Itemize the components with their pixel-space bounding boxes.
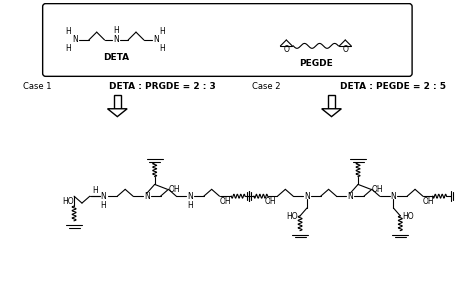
Text: Case 1: Case 1 (23, 82, 52, 91)
Text: H: H (100, 201, 107, 210)
Text: OH: OH (219, 197, 231, 206)
Text: DETA : PEGDE = 2 : 5: DETA : PEGDE = 2 : 5 (340, 82, 447, 91)
FancyBboxPatch shape (43, 4, 412, 76)
Text: HO: HO (286, 212, 298, 221)
Text: N: N (304, 192, 310, 201)
Polygon shape (328, 95, 335, 109)
Text: H: H (92, 186, 98, 195)
Text: N: N (144, 192, 150, 201)
Text: DETA : PRGDE = 2 : 3: DETA : PRGDE = 2 : 3 (109, 82, 216, 91)
Text: OH: OH (372, 185, 383, 194)
Text: N: N (187, 192, 193, 201)
Text: H: H (65, 44, 71, 53)
Text: N: N (72, 35, 78, 45)
Polygon shape (114, 95, 121, 109)
Text: N: N (100, 192, 107, 201)
Text: OH: OH (169, 185, 180, 194)
Text: H: H (113, 26, 119, 35)
Text: DETA: DETA (103, 53, 129, 62)
Text: HO: HO (402, 212, 414, 221)
Text: PEGDE: PEGDE (299, 59, 333, 68)
Text: N: N (391, 192, 396, 201)
Text: N: N (347, 192, 353, 201)
Text: O: O (283, 45, 289, 54)
Text: H: H (187, 201, 193, 210)
Text: H: H (65, 27, 71, 36)
Text: Case 2: Case 2 (252, 82, 281, 91)
Text: HO: HO (63, 197, 74, 206)
Text: H: H (160, 27, 165, 36)
Polygon shape (108, 109, 127, 117)
Text: N: N (113, 35, 119, 45)
Text: O: O (342, 45, 348, 54)
Text: OH: OH (265, 197, 276, 206)
Text: OH: OH (423, 197, 435, 206)
Text: H: H (160, 44, 165, 53)
Text: N: N (153, 35, 158, 45)
Polygon shape (322, 109, 341, 117)
